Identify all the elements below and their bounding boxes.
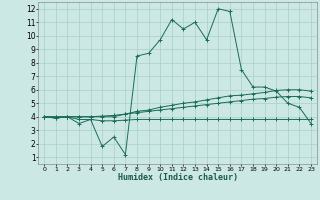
X-axis label: Humidex (Indice chaleur): Humidex (Indice chaleur): [118, 173, 238, 182]
